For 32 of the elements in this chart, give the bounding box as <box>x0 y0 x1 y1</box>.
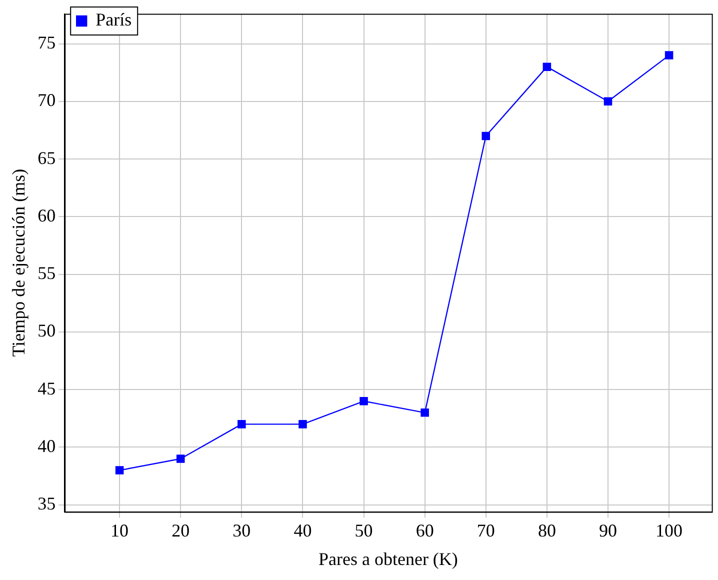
x-tick-label: 40 <box>294 520 312 540</box>
point <box>604 97 612 106</box>
point <box>176 454 185 463</box>
x-tick-label: 50 <box>354 520 373 540</box>
point <box>420 408 429 417</box>
point <box>542 62 552 71</box>
point <box>115 466 124 474</box>
y-tick-label: 40 <box>38 436 56 456</box>
y-tick-label: 60 <box>38 205 56 226</box>
x-tick-label: 30 <box>232 520 251 540</box>
y-tick-label: 55 <box>38 263 56 284</box>
point <box>238 420 246 428</box>
point <box>360 397 368 406</box>
point <box>664 51 674 60</box>
y-tick-label: 45 <box>38 378 56 398</box>
x-tick-label: 90 <box>599 520 618 540</box>
y-tick-label: 35 <box>38 494 56 514</box>
x-axis-title: Pares a obtener (K) <box>318 548 458 569</box>
y-tick-label: 70 <box>38 90 56 110</box>
x-tick-label: 80 <box>538 520 556 540</box>
point <box>482 132 490 140</box>
legend-label: París <box>96 10 132 30</box>
x-tick-label: 70 <box>476 520 495 540</box>
point <box>298 420 307 428</box>
y-tick-label: 50 <box>38 320 56 341</box>
x-tick-label: 100 <box>656 520 683 540</box>
y-tick-label: 75 <box>38 32 56 53</box>
x-tick-label: 60 <box>416 520 434 540</box>
x-tick-label: 20 <box>172 520 190 540</box>
y-tick-label: 65 <box>38 148 56 168</box>
x-tick-label: 10 <box>110 520 129 540</box>
y-axis-title: Tiempo de ejecución (ms) <box>8 168 29 357</box>
